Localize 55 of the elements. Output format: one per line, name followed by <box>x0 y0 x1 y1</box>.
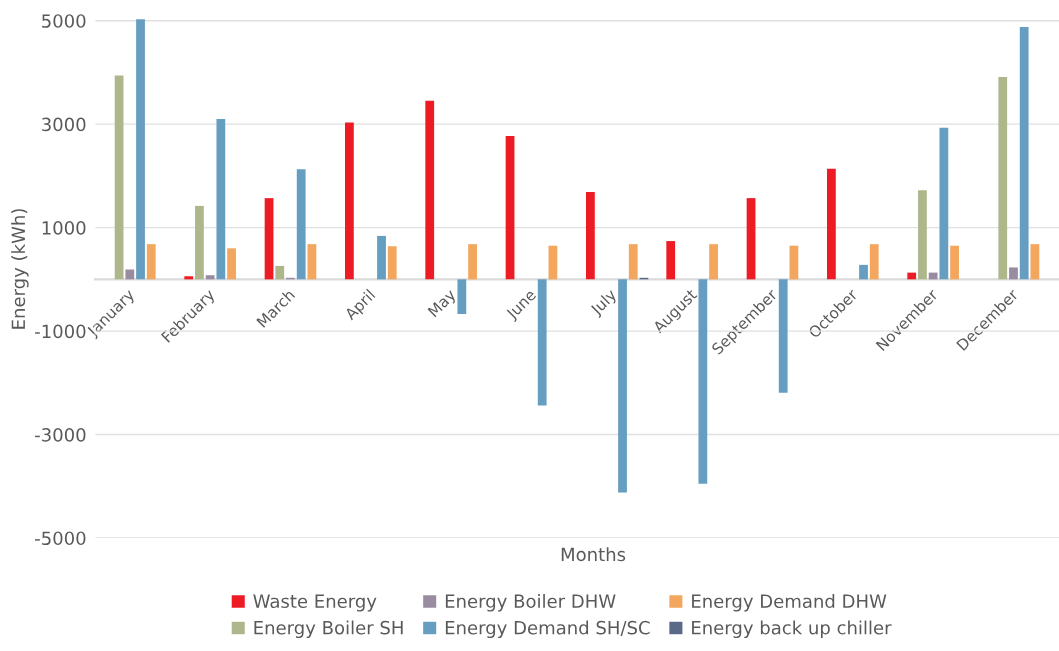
bar <box>1009 267 1018 280</box>
bar <box>468 244 477 280</box>
bar <box>709 244 718 280</box>
bar <box>136 19 145 280</box>
bar <box>345 122 354 280</box>
bar <box>377 235 386 280</box>
bar <box>918 190 927 280</box>
bar <box>457 279 467 315</box>
bar <box>307 244 317 280</box>
bar <box>586 191 595 280</box>
legend-label: Energy Boiler DHW <box>445 594 616 612</box>
bar <box>216 118 226 280</box>
legend-label: Energy Demand DHW <box>692 594 887 612</box>
legend-label: Energy back up chiller <box>692 620 892 639</box>
y-tick-label: 5000 <box>42 14 86 28</box>
bar <box>227 248 236 280</box>
bar <box>1030 244 1040 280</box>
bar <box>537 279 547 406</box>
bar <box>827 168 836 280</box>
legend-label: Energy Boiler SH <box>254 620 403 639</box>
bar <box>859 264 868 280</box>
legend-label: Waste Energy <box>253 594 377 612</box>
bar <box>618 279 627 493</box>
bar <box>505 136 515 280</box>
bar <box>950 245 959 280</box>
bar <box>125 269 135 280</box>
bar <box>998 77 1008 280</box>
bar <box>939 127 949 280</box>
bar <box>907 272 917 280</box>
y-tick-label: 1000 <box>42 221 86 235</box>
bar <box>869 244 879 280</box>
y-tick-label: -5000 <box>35 531 86 546</box>
y-tick-label: -3000 <box>35 428 86 442</box>
y-axis-title: Energy (kWh) <box>11 209 29 329</box>
bar <box>698 279 708 484</box>
bar <box>264 198 274 280</box>
y-tick-label: 3000 <box>42 117 86 132</box>
legend-label: Energy Demand SH/SC <box>445 620 650 639</box>
bar <box>195 205 204 280</box>
bar <box>275 265 285 280</box>
bar <box>928 272 938 280</box>
bar <box>205 275 215 280</box>
bar <box>387 246 397 280</box>
bar <box>114 75 124 280</box>
bar <box>146 244 156 280</box>
y-tick-label: -1000 <box>35 324 86 339</box>
bar <box>184 276 194 280</box>
bar <box>296 169 306 280</box>
bar <box>1019 26 1029 280</box>
bar <box>778 279 788 393</box>
bar <box>746 198 756 280</box>
bar <box>628 244 638 280</box>
bar <box>425 100 435 280</box>
bar <box>666 241 676 280</box>
x-axis-title: Months <box>561 547 626 562</box>
